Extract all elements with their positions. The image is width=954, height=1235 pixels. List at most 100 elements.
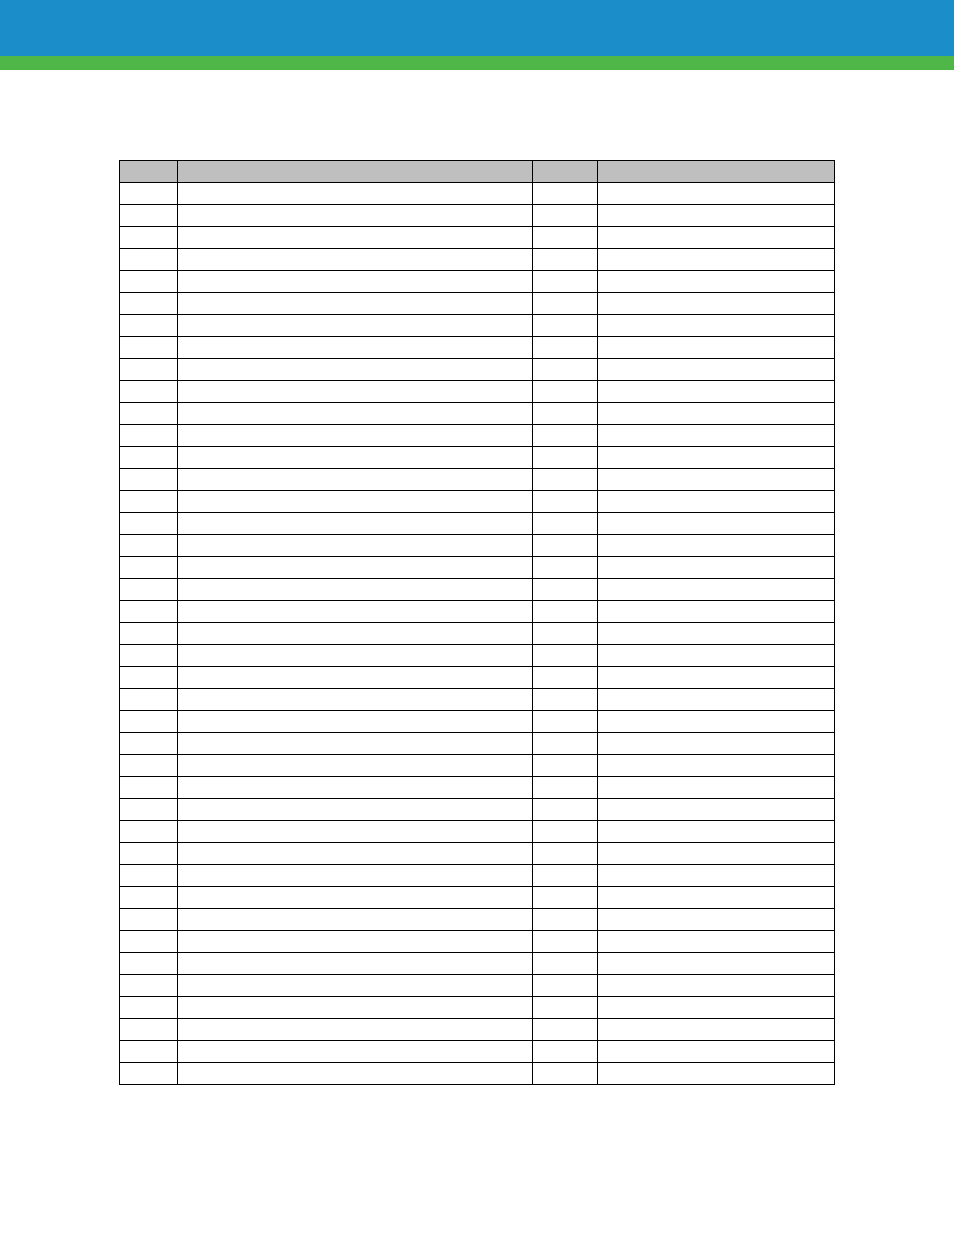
table-cell xyxy=(532,183,598,205)
table-cell xyxy=(120,601,178,623)
table-cell xyxy=(532,623,598,645)
table-cell xyxy=(598,953,835,975)
table-cell xyxy=(120,689,178,711)
table-cell xyxy=(598,645,835,667)
tbody xyxy=(120,183,835,1085)
table-cell xyxy=(598,1019,835,1041)
table-cell xyxy=(598,183,835,205)
table-cell xyxy=(177,425,532,447)
table-cell xyxy=(120,887,178,909)
header-row xyxy=(120,161,835,183)
table-cell xyxy=(532,1019,598,1041)
table-row xyxy=(120,931,835,953)
table-cell xyxy=(532,359,598,381)
table-cell xyxy=(598,1041,835,1063)
table-row xyxy=(120,315,835,337)
table-cell xyxy=(120,293,178,315)
table-row xyxy=(120,601,835,623)
table-cell xyxy=(532,733,598,755)
table-row xyxy=(120,491,835,513)
table-row xyxy=(120,645,835,667)
table-cell xyxy=(598,777,835,799)
table-cell xyxy=(598,403,835,425)
table-cell xyxy=(177,711,532,733)
table-row xyxy=(120,975,835,997)
table-row xyxy=(120,469,835,491)
table-cell xyxy=(598,557,835,579)
table-cell xyxy=(598,821,835,843)
table-row xyxy=(120,997,835,1019)
table-cell xyxy=(598,931,835,953)
table-row xyxy=(120,909,835,931)
table-row xyxy=(120,249,835,271)
table-cell xyxy=(598,711,835,733)
table-row xyxy=(120,821,835,843)
table-row xyxy=(120,513,835,535)
table-cell xyxy=(120,799,178,821)
table-cell xyxy=(532,1041,598,1063)
table-wrap xyxy=(119,160,835,1085)
table-row xyxy=(120,667,835,689)
table-cell xyxy=(120,997,178,1019)
table-cell xyxy=(532,777,598,799)
table-cell xyxy=(598,601,835,623)
table-cell xyxy=(177,909,532,931)
table-cell xyxy=(598,491,835,513)
table-cell xyxy=(177,931,532,953)
table-cell xyxy=(532,997,598,1019)
table-row xyxy=(120,293,835,315)
table-row xyxy=(120,1041,835,1063)
table-row xyxy=(120,535,835,557)
table-cell xyxy=(177,337,532,359)
table-cell xyxy=(532,975,598,997)
table-cell xyxy=(532,205,598,227)
table-cell xyxy=(532,1063,598,1085)
col-header xyxy=(177,161,532,183)
table-cell xyxy=(177,579,532,601)
table-row xyxy=(120,337,835,359)
table-row xyxy=(120,1019,835,1041)
table-cell xyxy=(532,909,598,931)
table-cell xyxy=(177,403,532,425)
table-cell xyxy=(532,755,598,777)
table-cell xyxy=(177,645,532,667)
table-cell xyxy=(532,667,598,689)
table-cell xyxy=(120,953,178,975)
table-cell xyxy=(532,843,598,865)
table-cell xyxy=(177,491,532,513)
table-cell xyxy=(177,975,532,997)
table-row xyxy=(120,865,835,887)
table-cell xyxy=(177,821,532,843)
table-cell xyxy=(598,425,835,447)
table-cell xyxy=(598,469,835,491)
table-cell xyxy=(532,227,598,249)
table-cell xyxy=(120,733,178,755)
table-cell xyxy=(120,513,178,535)
table-cell xyxy=(120,337,178,359)
table-cell xyxy=(532,821,598,843)
table-cell xyxy=(598,799,835,821)
table-row xyxy=(120,843,835,865)
table-cell xyxy=(532,381,598,403)
table-cell xyxy=(120,315,178,337)
table-cell xyxy=(532,491,598,513)
table-cell xyxy=(120,821,178,843)
table-cell xyxy=(598,513,835,535)
table-cell xyxy=(177,601,532,623)
table-row xyxy=(120,623,835,645)
table-cell xyxy=(532,447,598,469)
table-cell xyxy=(120,425,178,447)
table-cell xyxy=(120,469,178,491)
table-cell xyxy=(598,1063,835,1085)
table-cell xyxy=(598,337,835,359)
table-cell xyxy=(598,359,835,381)
table-cell xyxy=(598,535,835,557)
table-cell xyxy=(532,469,598,491)
col-header xyxy=(532,161,598,183)
table-cell xyxy=(177,557,532,579)
table-cell xyxy=(120,931,178,953)
table-cell xyxy=(532,425,598,447)
table-cell xyxy=(177,293,532,315)
table-cell xyxy=(177,843,532,865)
table-cell xyxy=(120,865,178,887)
